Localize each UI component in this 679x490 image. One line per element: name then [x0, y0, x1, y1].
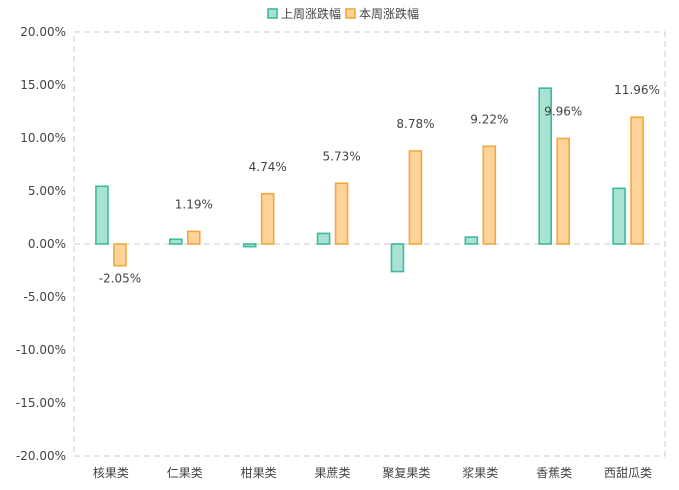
x-tick-label: 仁果类	[167, 466, 203, 480]
x-tick-label: 核果类	[93, 466, 129, 480]
bar-this-week	[334, 182, 349, 245]
bars	[95, 87, 644, 273]
bar-last-week	[316, 232, 331, 245]
y-axis: 20.00% 15.00% 10.00% 5.00% 0.00% -5.00% -10.00…	[16, 25, 66, 463]
bar-this-week	[556, 137, 570, 245]
bar-last-week	[538, 87, 552, 245]
x-tick-label: 浆果类	[462, 465, 498, 480]
bar-this-week	[187, 230, 201, 245]
y-tick-label: -5.00%	[24, 290, 66, 304]
legend: 上周涨跌幅 本周涨跌幅	[267, 6, 419, 21]
bar-this-week	[408, 150, 423, 245]
x-tick-label: 西甜瓜类	[604, 466, 652, 480]
legend-label: 上周涨跌幅	[281, 6, 341, 21]
legend-swatch	[345, 8, 356, 19]
bar-this-week	[113, 243, 127, 267]
data-labels: -2.05% 1.19% 4.74% 5.73% 8.78% 9.22% 9.96% 11.9…	[99, 83, 660, 286]
y-tick-label: -10.00%	[16, 343, 66, 357]
bar-last-week	[612, 187, 626, 245]
y-tick-label: 5.00%	[28, 184, 66, 198]
bar-last-week	[464, 236, 479, 245]
data-label: 5.73%	[323, 149, 361, 163]
bar-this-week	[260, 192, 275, 245]
bar-this-week	[482, 145, 497, 245]
bar-last-week	[169, 238, 183, 245]
y-tick-label: 20.00%	[20, 25, 66, 39]
x-tick-label: 香蕉类	[536, 466, 572, 480]
y-tick-label: 15.00%	[20, 78, 66, 92]
data-label: 8.78%	[396, 117, 434, 131]
y-tick-label: 0.00%	[28, 237, 66, 251]
bar-last-week	[390, 243, 405, 273]
bar-last-week	[95, 185, 109, 245]
data-label: 9.22%	[470, 112, 508, 126]
x-tick-label: 聚复果类	[382, 466, 430, 480]
data-label: 11.96%	[614, 83, 660, 97]
bar-last-week	[242, 243, 257, 248]
x-tick-label: 果蔗类	[315, 466, 351, 480]
data-label: 1.19%	[175, 197, 213, 211]
bar-this-week	[630, 116, 644, 245]
y-tick-label: -15.00%	[16, 396, 66, 410]
data-label: 9.96%	[544, 104, 582, 118]
y-tick-label: 10.00%	[20, 131, 66, 145]
data-label: 4.74%	[249, 160, 287, 174]
x-axis: 核果类 仁果类 柑果类 果蔗类 聚复果类 浆果类 香蕉类 西甜瓜类	[93, 465, 652, 480]
legend-swatch	[267, 8, 278, 19]
y-tick-label: -20.00%	[16, 449, 66, 463]
legend-label: 本周涨跌幅	[359, 6, 419, 21]
x-tick-label: 柑果类	[241, 465, 277, 480]
data-label: -2.05%	[99, 272, 141, 286]
